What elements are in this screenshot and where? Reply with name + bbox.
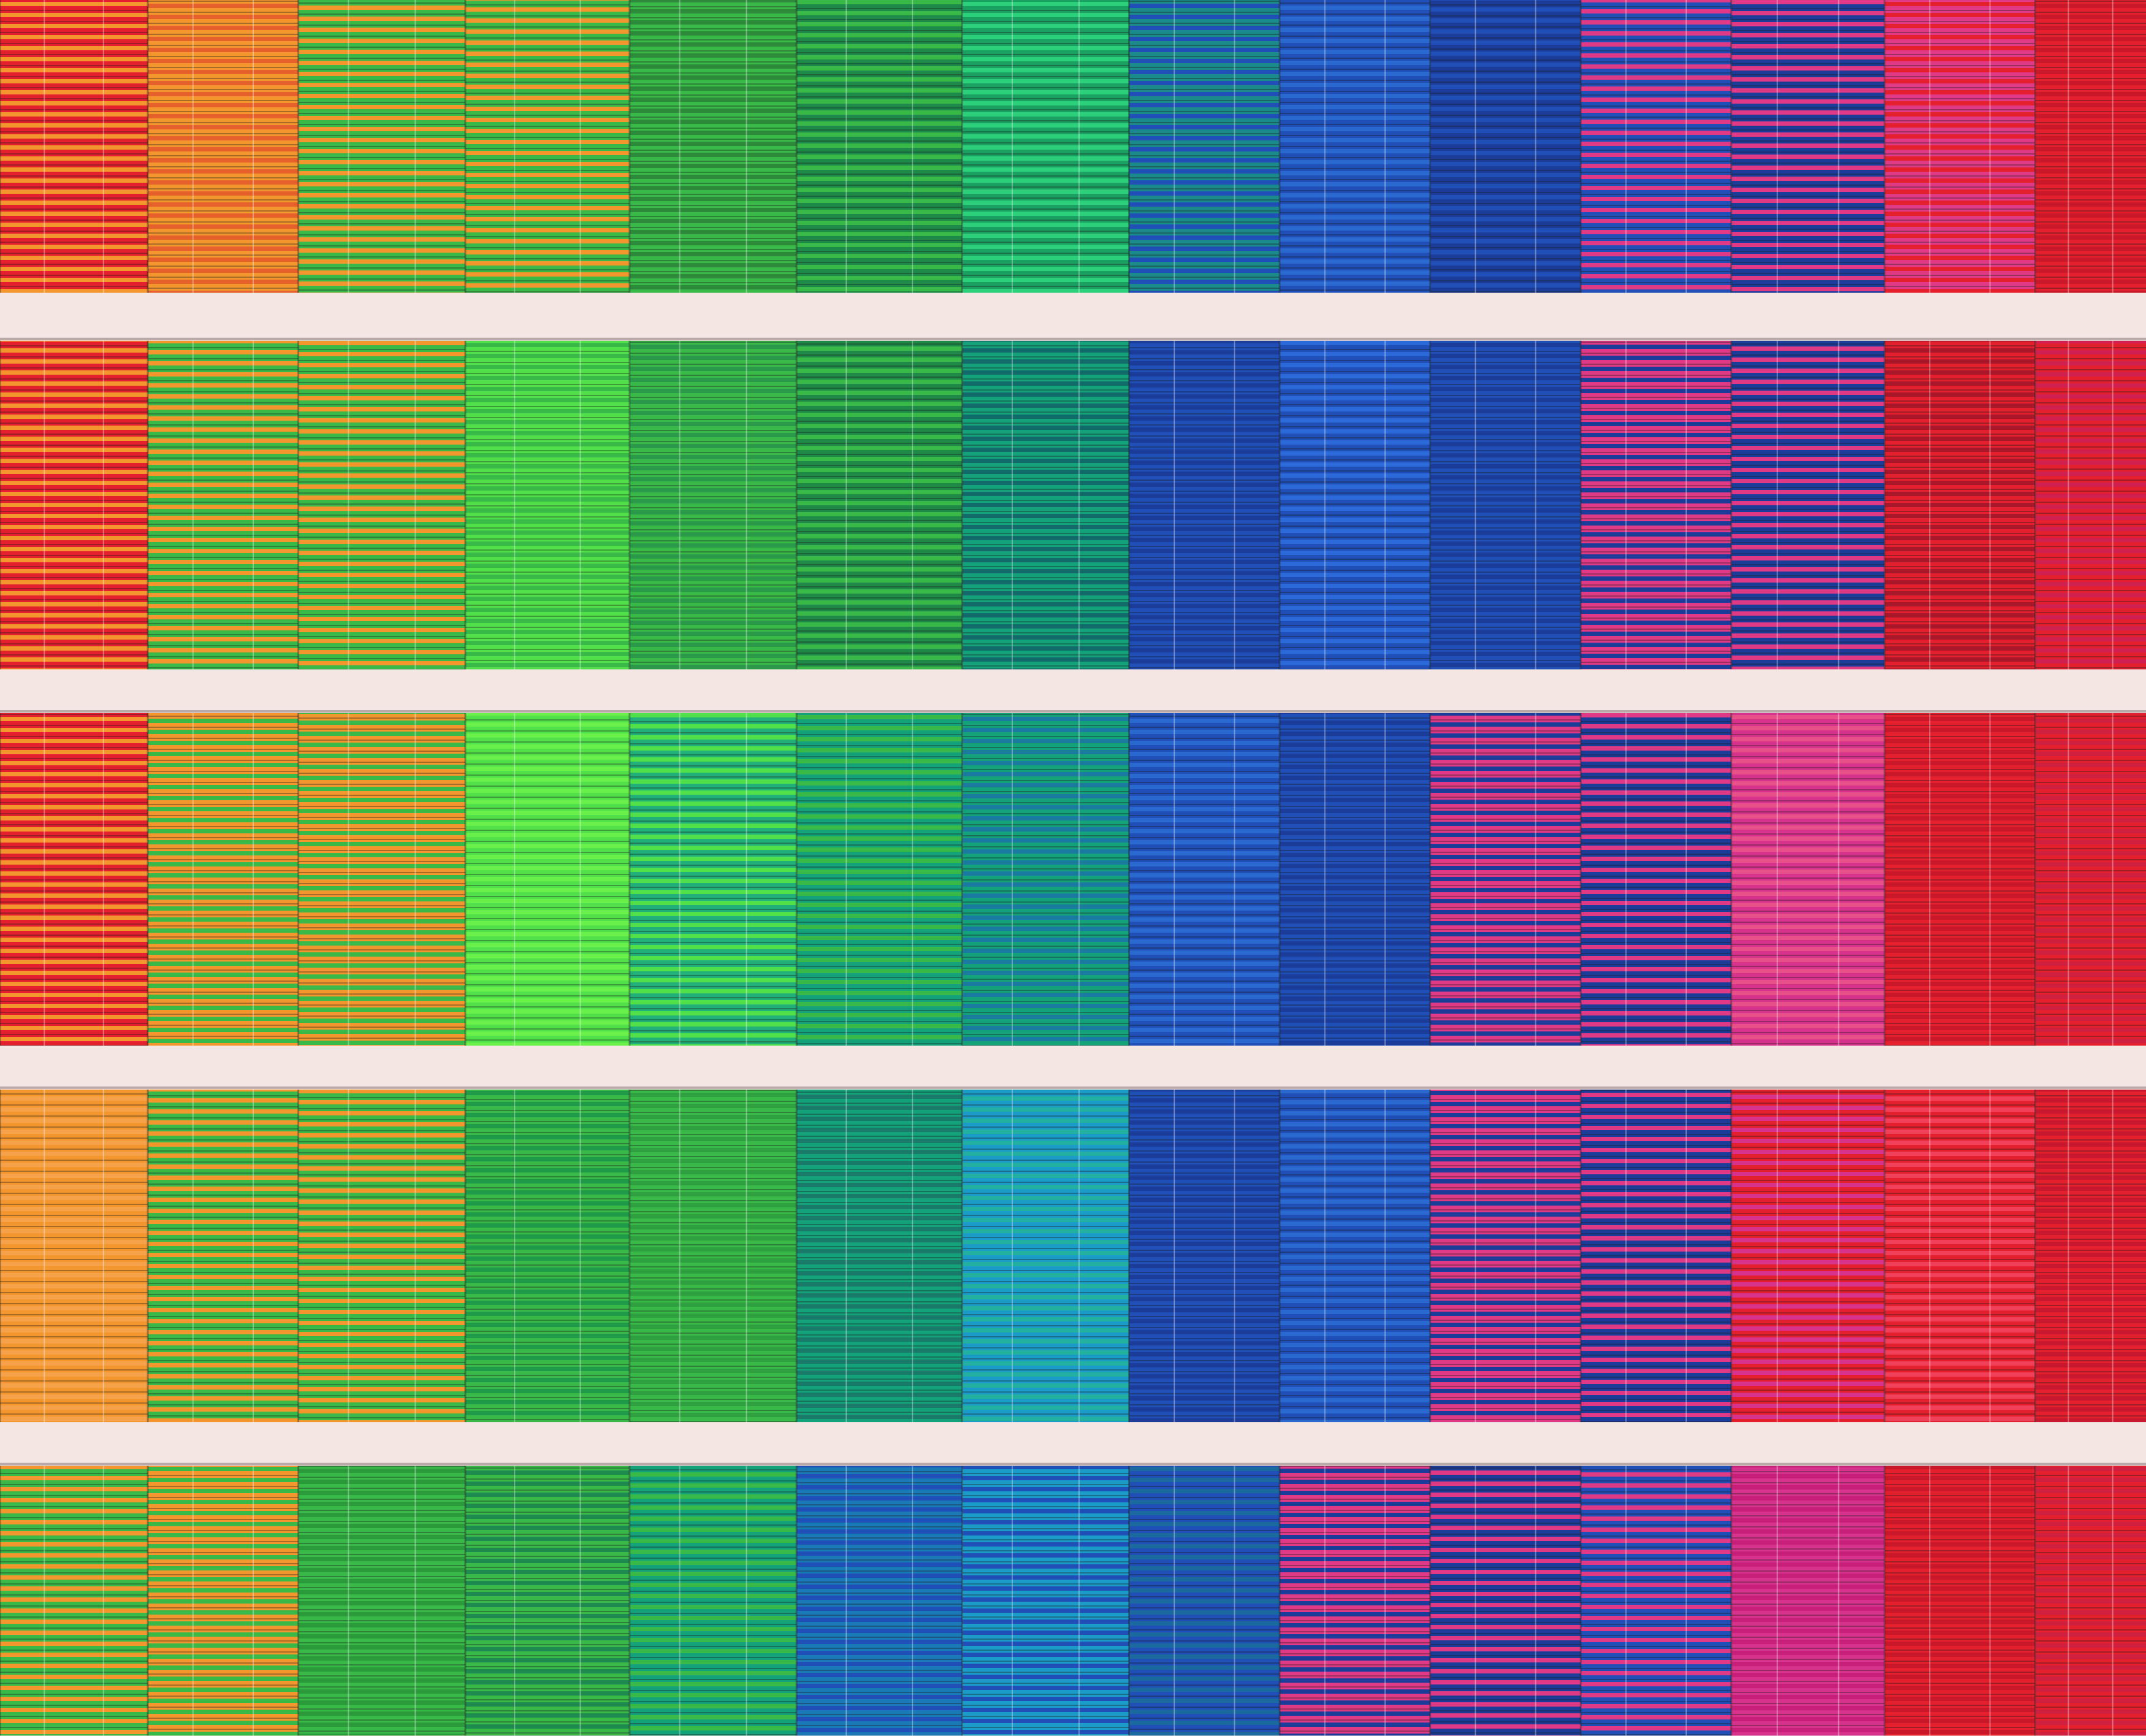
blind-panel <box>0 340 148 670</box>
blind-panel <box>1731 1466 1885 1736</box>
floor-slab <box>0 1046 2146 1090</box>
blind-panel <box>1129 1466 1280 1736</box>
blind-panel <box>1430 0 1581 293</box>
blind-panel <box>465 340 630 670</box>
blind-panel <box>1430 713 1581 1046</box>
blind-panel <box>2035 0 2146 293</box>
blind-panel <box>1581 713 1732 1046</box>
blind-panel <box>0 1089 148 1423</box>
blind-panel <box>148 340 299 670</box>
blind-panel <box>1280 340 1430 670</box>
blind-panel <box>1430 340 1581 670</box>
blind-panel <box>796 0 963 293</box>
blind-panel <box>1884 1466 2036 1736</box>
blind-panel <box>1280 1089 1430 1423</box>
blind-panel <box>298 340 465 670</box>
blind-panel <box>2035 1089 2146 1423</box>
blind-panel <box>796 1089 963 1423</box>
blind-panel <box>465 1466 630 1736</box>
blind-panel <box>962 340 1129 670</box>
blind-panel <box>629 713 797 1046</box>
blind-panel <box>962 1466 1129 1736</box>
blind-panel <box>1731 0 1885 293</box>
blind-panel <box>1129 713 1280 1046</box>
blind-panel <box>0 0 148 293</box>
blind-panel <box>148 1089 299 1423</box>
blind-panel <box>1129 0 1280 293</box>
blind-panel <box>148 0 299 293</box>
blind-panel <box>2035 340 2146 670</box>
blind-panel <box>148 713 299 1046</box>
blind-panel <box>148 1466 299 1736</box>
blind-panel <box>1884 713 2036 1046</box>
blind-panel <box>629 1089 797 1423</box>
blind-panel <box>0 1466 148 1736</box>
blind-panel <box>1731 1089 1885 1423</box>
blind-panel <box>629 340 797 670</box>
blind-panel <box>796 340 963 670</box>
blind-panel <box>796 1466 963 1736</box>
floor-slab <box>0 1422 2146 1466</box>
blind-panel <box>796 713 963 1046</box>
blind-panel <box>962 0 1129 293</box>
blind-panel <box>962 713 1129 1046</box>
blind-panel <box>465 713 630 1046</box>
floor-slab <box>0 293 2146 341</box>
blind-panel <box>298 0 465 293</box>
blind-panel <box>465 1089 630 1423</box>
blind-panel <box>962 1089 1129 1423</box>
blind-panel <box>1581 1089 1732 1423</box>
blind-panel <box>1581 1466 1732 1736</box>
blind-panel <box>1581 0 1732 293</box>
blind-panel <box>465 0 630 293</box>
blind-panel <box>1581 340 1732 670</box>
blind-panel <box>298 1466 465 1736</box>
blind-panel <box>1280 713 1430 1046</box>
blind-panel <box>1731 340 1885 670</box>
blind-panel <box>1884 340 2036 670</box>
blind-panel <box>1884 0 2036 293</box>
blind-panel <box>1129 340 1280 670</box>
floor-slab <box>0 669 2146 713</box>
blind-panel <box>298 713 465 1046</box>
blind-panel <box>2035 713 2146 1046</box>
blind-panel <box>1430 1466 1581 1736</box>
blind-panel <box>629 1466 797 1736</box>
blind-panel <box>298 1089 465 1423</box>
blind-panel <box>1280 1466 1430 1736</box>
blind-panel <box>1280 0 1430 293</box>
blind-panel <box>629 0 797 293</box>
blind-panel <box>1430 1089 1581 1423</box>
blind-panel <box>1731 713 1885 1046</box>
blind-panel <box>0 713 148 1046</box>
blind-panel <box>1884 1089 2036 1423</box>
blind-panel <box>2035 1466 2146 1736</box>
blind-panel <box>1129 1089 1280 1423</box>
